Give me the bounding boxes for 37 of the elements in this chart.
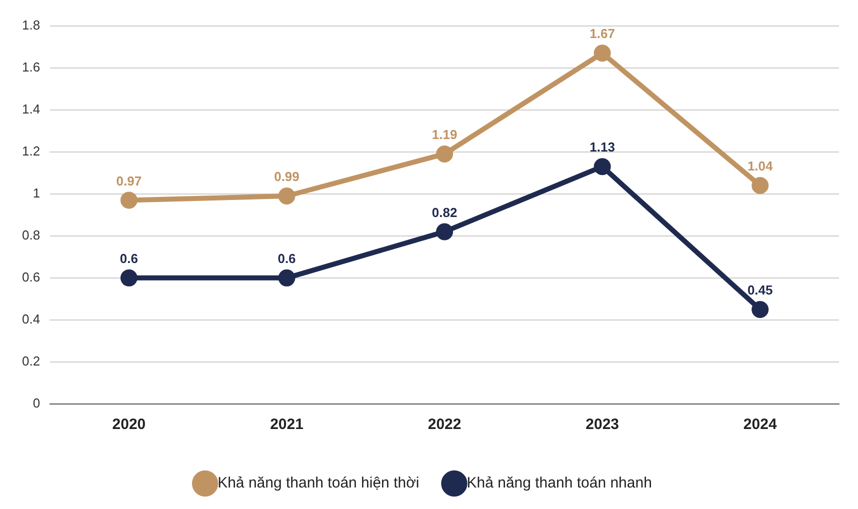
point [594,44,611,62]
x-tick-label: 2021 [270,416,304,434]
y-tick-label: 1.2 [22,143,40,158]
point [120,269,138,286]
point [120,192,138,209]
data-label: 0.82 [432,204,458,220]
data-label: 0.45 [747,282,773,298]
point [278,187,296,204]
x-tick-label: 2020 [112,416,146,434]
y-tick-label: 0.6 [22,270,40,285]
y-tick-label: 1.6 [22,59,40,74]
y-tick-label: 0.8 [22,227,40,242]
x-tick-label: 2022 [428,416,462,434]
point [278,269,296,286]
y-tick-label: 1.4 [22,101,40,116]
y-tick-label: 1 [32,185,40,200]
point [436,223,454,240]
legend-label: Khả năng thanh toán nhanh [466,474,652,492]
y-tick-label: 1.8 [22,17,40,32]
data-label: 1.13 [590,140,615,155]
data-label: 0.6 [120,251,138,266]
y-tick-label: 0 [32,396,40,411]
data-label: 0.99 [274,169,300,184]
data-label: 0.97 [116,173,142,188]
data-label: 1.67 [590,26,615,42]
y-tick-label: 0.2 [22,354,40,369]
data-label: 1.04 [747,158,774,174]
x-tick-label: 2023 [586,416,620,434]
data-label: 0.6 [278,251,296,266]
point [594,158,611,176]
y-tick-label: 0.4 [22,312,40,327]
legend-label: Khả năng thanh toán hiện thời [218,474,420,492]
point [752,300,769,318]
point [752,176,769,194]
point [436,145,454,162]
x-tick-label: 2024 [743,416,778,434]
data-label: 1.19 [432,127,458,142]
